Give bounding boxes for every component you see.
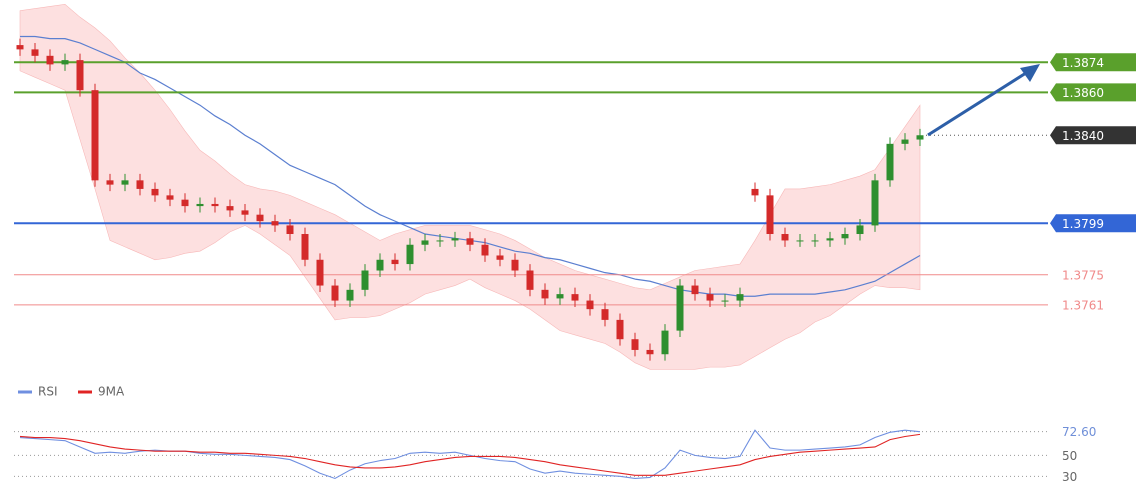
candle-body [151,188,159,196]
candle-body [691,285,699,295]
level-label: 1.3761 [1062,298,1104,312]
candle-body [106,180,114,185]
candle-body [496,255,504,260]
level-label: 1.3874 [1062,56,1104,70]
candle-body [301,234,309,260]
candle-body [436,240,444,242]
legend-label: RSI [38,385,58,399]
candle-body [196,203,204,207]
candle-body [796,240,804,242]
candle-body [376,259,384,271]
candle-body [571,294,579,301]
candle-body [421,240,429,245]
candle-body [721,300,729,302]
level-label: 1.3799 [1062,217,1104,231]
candle-body [811,240,819,242]
candle-body [211,203,219,207]
candle-body [466,238,474,245]
candle-body [916,135,924,140]
candle-body [31,49,39,56]
candle-body [661,330,669,355]
candle-body [316,259,324,286]
candle-body [61,60,69,65]
rsi-panel: 72.60 50 30 RSI 9MA [14,385,1096,484]
candle-body [616,319,624,340]
candle-body [91,90,99,181]
candle-body [391,259,399,265]
candle-body [556,294,564,299]
candle-body [826,238,834,241]
candle-body [706,294,714,301]
candle-body [781,234,789,241]
candle-body [451,238,459,241]
arrow-shaft [927,71,1027,137]
y-tick-label: 72.60 [1062,425,1096,439]
level-tag [1050,126,1136,145]
level-label: 1.3840 [1062,129,1104,143]
candle-body [76,60,84,91]
candle-body [361,270,369,290]
candle-body [286,225,294,235]
candle-body [871,180,879,226]
candle-body [331,285,339,301]
candle-body [541,289,549,299]
bollinger-band [19,3,921,370]
candle-body [136,180,144,189]
candle-body [511,259,519,271]
candle-body [676,285,684,331]
level-label: 1.3860 [1062,86,1104,100]
candle-body [601,309,609,320]
candle-body [406,244,414,265]
candle-body [481,244,489,256]
candle-body [901,139,909,144]
price-panel: 1.3874 1.3860 1.3840 1.3799 1.3775 1.3761 [14,3,1136,370]
candle-body [646,349,654,355]
candle-body [526,270,534,290]
level-label: 1.3775 [1062,268,1104,282]
candle-body [346,289,354,301]
candle-body [166,195,174,200]
candle-body [856,225,864,235]
candle-body [751,188,759,196]
candle-body [766,195,774,235]
candle-body [16,45,24,50]
candle-body [631,339,639,350]
indicator-line [19,433,921,476]
candle-body [886,143,894,181]
candle-body [226,206,234,211]
candle-body [181,199,189,207]
candle-body [586,300,594,310]
candle-body [121,180,129,185]
level-tag [1050,83,1136,102]
candle-body [256,214,264,222]
level-tag [1050,214,1136,233]
candle-body [841,234,849,239]
y-tick-label: 30 [1062,470,1077,484]
candle-body [736,294,744,301]
legend-label: 9MA [98,385,125,399]
trend-arrow [927,64,1040,137]
level-tag [1050,53,1136,72]
y-tick-label: 50 [1062,449,1077,463]
arrow-head [1020,64,1040,82]
candle-body [46,55,54,65]
candle-body [271,221,279,226]
candle-body [241,210,249,215]
